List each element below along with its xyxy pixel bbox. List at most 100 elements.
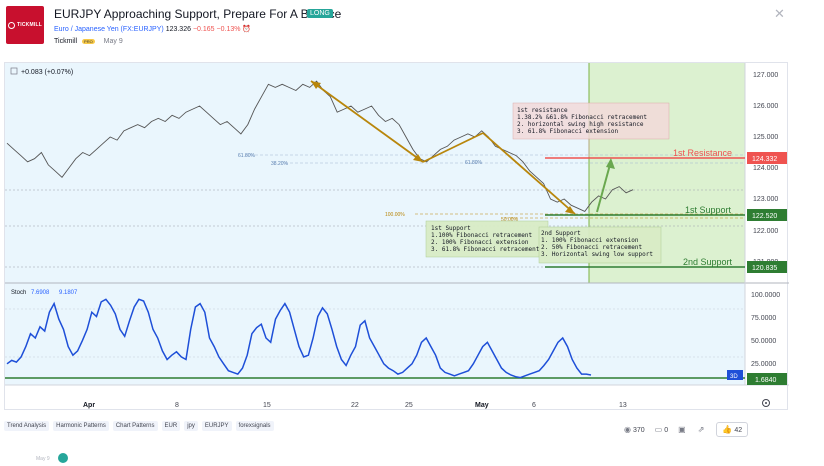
symbol-link[interactable]: Euro / Japanese Yen (FX:EURJPY) — [54, 26, 164, 33]
resistance-note-line-2: 1.38.2% &61.8% Fibonacci retracement — [517, 114, 647, 121]
support2-note-line-3: 2. 50% Fibonacci retracement — [541, 244, 643, 251]
symbol-change: −0.165 — [192, 26, 215, 33]
arrowhead-end-icon — [413, 154, 423, 162]
direction-badge: LONG — [307, 9, 333, 18]
idea-stats: ◉ 370 ▭ 0 ▣ ⇗ 👍 42 — [624, 422, 749, 437]
stoch-series-line[interactable] — [6, 298, 592, 379]
resistance-label: 1st Resistance — [673, 148, 732, 158]
price-tick-122: 122.000 — [753, 228, 778, 235]
resistance-note-line-4: 3. 61.8% Fibonacci extension — [517, 128, 619, 135]
likes-count: 42 — [734, 427, 743, 434]
settings-gear-icon[interactable] — [762, 399, 770, 407]
resistance-price-tag — [747, 152, 787, 164]
stoch-tick-25: 25.0000 — [751, 361, 776, 368]
fib-label-100: 100.00% — [385, 212, 405, 218]
timeframe-badge[interactable] — [727, 370, 743, 380]
price-tick-125: 125.000 — [753, 134, 778, 141]
support2-note[interactable]: 2nd Support 1. 100% Fibonacci extension … — [538, 226, 662, 264]
tag-harmonic-patterns[interactable]: Harmonic Patterns — [53, 421, 109, 431]
resistance-price-value: 124.332 — [752, 156, 777, 163]
support2-note-line-4: 3. Horizontal swing low support — [541, 251, 653, 258]
time-tick-22: 22 — [351, 402, 359, 409]
resistance-note-line-1: 1st resistance — [517, 107, 568, 114]
support1-note[interactable]: 1st Support 1.100% Fibonacci retracement… — [425, 220, 549, 258]
stoch-axis[interactable]: 100.0000 75.0000 50.0000 25.0000 — [751, 292, 780, 368]
time-tick-6: 6 — [532, 402, 536, 409]
price-tick-126: 126.000 — [753, 103, 778, 110]
stoch-legend-d: 9.1807 — [59, 290, 78, 296]
support1-label: 1st Support — [685, 205, 732, 215]
fib-label-mid-618: 61.80% — [465, 160, 483, 166]
time-axis[interactable]: Apr 8 15 22 25 May 6 13 — [83, 402, 627, 409]
stoch-tick-100: 100.0000 — [751, 292, 780, 299]
tag-forexsignals[interactable]: forexsignals — [235, 421, 274, 431]
share-icon[interactable]: ⇗ — [697, 425, 705, 434]
close-icon[interactable]: ✕ — [774, 6, 785, 21]
support2-note-line-2: 1. 100% Fibonacci extension — [541, 237, 639, 244]
swing-arrow-up[interactable] — [422, 132, 484, 163]
support2-note-box — [538, 226, 662, 264]
author-name[interactable]: Tickmill — [54, 38, 78, 45]
fib-label-left-618: 61.80% — [238, 153, 256, 159]
logo-text: TICKMILL — [17, 22, 42, 28]
arrowhead-down-icon — [565, 206, 575, 214]
tag-jpy[interactable]: jpy — [184, 421, 198, 431]
support2-label: 2nd Support — [683, 257, 733, 267]
logo-circle-icon — [8, 21, 16, 29]
time-tick-25: 25 — [405, 402, 413, 409]
bounce-arrow[interactable] — [596, 160, 612, 213]
symbol-change-pct: −0.13% — [216, 26, 241, 33]
tag-trend-analysis[interactable]: Trend Analysis — [4, 421, 50, 431]
time-tick-apr: Apr — [83, 402, 95, 409]
support1-note-line-1: 1st Support — [431, 225, 471, 232]
views-count: 370 — [632, 427, 645, 434]
bounce-arrowhead-icon — [606, 158, 615, 169]
time-tick-8: 8 — [175, 402, 179, 409]
time-tick-15: 15 — [263, 402, 271, 409]
tag-eurjpy[interactable]: EURJPY — [201, 421, 232, 431]
idea-header: TICKMILL EURJPY Approaching Support, Pre… — [0, 0, 824, 56]
idea-title[interactable]: EURJPY Approaching Support, Prepare For … — [54, 7, 342, 21]
price-tick-123: 123.000 — [753, 196, 778, 203]
stoch-pane-bg — [5, 283, 745, 385]
swing-arrow-down-1[interactable] — [310, 80, 424, 163]
stoch-legend-name[interactable]: Stoch — [11, 290, 26, 296]
support1-price-tag — [747, 209, 787, 221]
price-tick-124: 124.000 — [753, 165, 778, 172]
chart-svg[interactable]: 61.80% 38.20% 61.80% 100.00% 50.00% 1st … — [5, 63, 789, 411]
price-axis[interactable]: 127.000 126.000 125.000 124.000 123.000 … — [753, 72, 778, 266]
support1-note-line-2: 1.100% Fibonacci retracement — [431, 232, 533, 239]
author-line: Tickmill PRO May 9 — [54, 38, 123, 45]
support2-price-value: 120.835 — [752, 265, 777, 272]
comments-stat[interactable]: ▭ 0 — [655, 425, 668, 434]
bookmark-icon[interactable]: ▣ — [678, 425, 686, 434]
swing-arrow-down-2[interactable] — [482, 132, 576, 215]
alarm-clock-icon[interactable]: ⏰ — [242, 26, 252, 33]
price-series-line[interactable] — [6, 80, 634, 212]
chart-frame[interactable]: 61.80% 38.20% 61.80% 100.00% 50.00% 1st … — [4, 62, 789, 411]
collapse-legend-icon[interactable] — [10, 67, 18, 75]
main-legend-change: +0.083 (+0.07%) — [21, 69, 73, 76]
stoch-value: 1.6840 — [755, 377, 777, 384]
resistance-note[interactable]: 1st resistance 1.38.2% &61.8% Fibonacci … — [512, 102, 670, 140]
author-logo[interactable]: TICKMILL — [6, 6, 44, 44]
like-button[interactable]: 👍 42 — [716, 422, 749, 437]
thumbs-up-icon: 👍 — [722, 425, 733, 434]
tag-eur[interactable]: EUR — [161, 421, 181, 431]
symbol-line: Euro / Japanese Yen (FX:EURJPY) 123.326 … — [54, 25, 251, 33]
footer-date: May 9 — [36, 456, 50, 462]
stoch-tick-75: 75.0000 — [751, 315, 776, 322]
footer-avatar[interactable] — [58, 453, 68, 463]
support1-note-line-4: 3. 61.8% Fibonacci retracement — [431, 246, 540, 253]
time-tick-may: May — [475, 402, 489, 409]
stoch-tick-50: 50.0000 — [751, 338, 776, 345]
support1-note-line-3: 2. 100% Fibonacci extension — [431, 239, 529, 246]
time-tick-13: 13 — [619, 402, 627, 409]
support2-price-tag — [747, 261, 787, 273]
stoch-value-tag — [747, 373, 787, 385]
stoch-legend-k: 7.6908 — [31, 290, 50, 296]
comments-count: 0 — [664, 427, 669, 434]
price-tick-127: 127.000 — [753, 72, 778, 79]
tag-chart-patterns[interactable]: Chart Patterns — [112, 421, 158, 431]
